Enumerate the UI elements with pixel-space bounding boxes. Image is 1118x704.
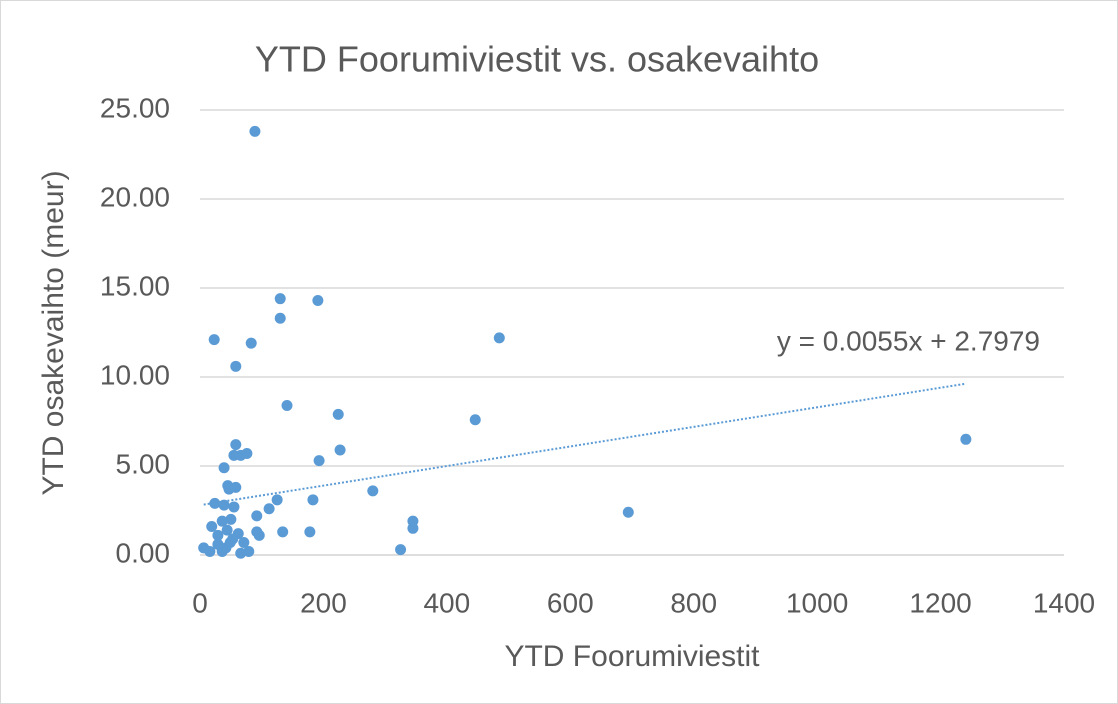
scatter-point	[960, 433, 972, 445]
scatter-point	[277, 526, 289, 538]
scatter-point	[622, 506, 634, 518]
x-tick-label: 1000	[786, 587, 848, 618]
scatter-point	[312, 294, 324, 306]
scatter-point	[274, 312, 286, 324]
scatter-point	[216, 515, 228, 527]
y-tick-label: 25.00	[100, 92, 170, 123]
scatter-point	[208, 334, 220, 346]
scatter-point	[249, 125, 261, 137]
y-tick-label: 0.00	[116, 537, 171, 568]
trendline	[203, 382, 967, 506]
scatter-point	[332, 408, 344, 420]
scatter-point	[274, 293, 286, 305]
y-axis-title: YTD osakevaihto (meur)	[37, 170, 70, 495]
x-tick-label: 1400	[1033, 587, 1095, 618]
scatter-point	[307, 494, 319, 506]
scatter-point	[334, 444, 346, 456]
scatter-point	[204, 545, 216, 557]
x-tick-label: 1200	[909, 587, 971, 618]
x-tick-label: 400	[423, 587, 470, 618]
scatter-point	[228, 501, 240, 513]
scatter-point	[469, 414, 481, 426]
scatter-point	[212, 529, 224, 541]
scatter-point	[235, 547, 247, 559]
y-tick-label: 5.00	[116, 448, 171, 479]
x-tick-label: 0	[192, 587, 208, 618]
x-tick-label: 600	[547, 587, 594, 618]
scatter-point	[245, 337, 257, 349]
scatter-point	[238, 537, 250, 549]
x-axis-title: YTD Foorumiviestit	[504, 640, 760, 673]
scatter-point	[367, 485, 379, 497]
trendline-label: y = 0.0055x + 2.7979	[777, 325, 1040, 356]
x-tick-label: 200	[300, 587, 347, 618]
scatter-point	[313, 455, 325, 467]
scatter-point	[395, 544, 407, 556]
y-tick-label: 15.00	[100, 270, 170, 301]
y-tick-label: 10.00	[100, 359, 170, 390]
scatter-point	[235, 449, 247, 461]
scatter-point	[218, 462, 230, 474]
scatter-point	[251, 510, 263, 522]
scatter-point	[206, 521, 218, 533]
scatter-point	[223, 483, 235, 495]
scatter-point	[263, 503, 275, 515]
scatter-point	[407, 522, 419, 534]
scatter-point	[209, 497, 221, 509]
scatter-point	[230, 360, 242, 372]
chart-title: YTD Foorumiviestit vs. osakevaihto	[255, 39, 819, 80]
scatter-point	[493, 332, 505, 344]
y-tick-label: 20.00	[100, 181, 170, 212]
scatter-point	[225, 513, 237, 525]
scatter-point	[220, 542, 232, 554]
scatter-point	[304, 526, 316, 538]
scatter-point	[281, 399, 293, 411]
x-tick-label: 800	[670, 587, 717, 618]
scatter-point	[271, 494, 283, 506]
scatter-point	[253, 529, 265, 541]
scatter-point	[230, 439, 242, 451]
scatter-point	[227, 533, 239, 545]
scatter-point	[221, 524, 233, 536]
